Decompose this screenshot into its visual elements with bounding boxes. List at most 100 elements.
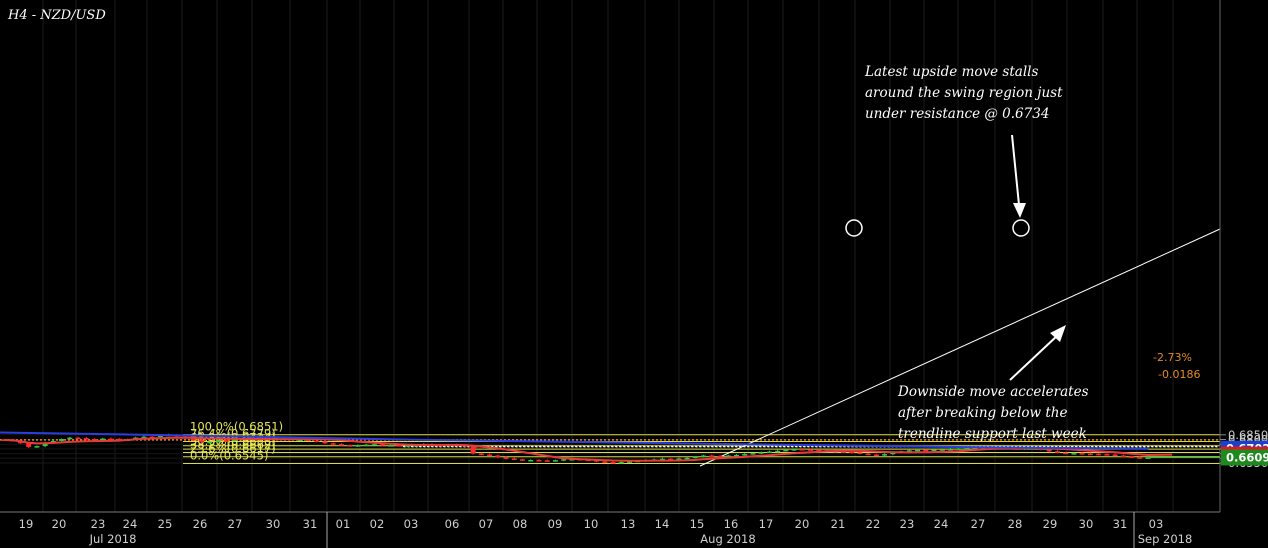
candle-body: [758, 452, 764, 454]
x-tick-label: 07: [479, 517, 494, 531]
candle-body: [347, 445, 353, 447]
candle-body: [956, 448, 962, 450]
candle-body: [363, 444, 369, 447]
candle-body: [1063, 452, 1069, 455]
candle-body: [1145, 457, 1151, 459]
moving-averages: [0, 431, 1173, 462]
x-tick-label: 06: [445, 517, 460, 531]
fib-label: 0.0%(0.6545): [190, 448, 268, 462]
candle-body: [190, 438, 196, 441]
x-tick-label: 22: [866, 517, 881, 531]
candle-body: [100, 438, 106, 441]
x-tick-label: 24: [123, 517, 138, 531]
candle-body: [594, 460, 600, 462]
candle-body: [849, 451, 855, 454]
candle-body: [544, 460, 550, 462]
candle-body: [511, 458, 517, 460]
annotation-resistance: Latest upside move stalls around the swi…: [865, 64, 1063, 122]
x-tick-label: 16: [724, 517, 739, 531]
candle-body: [939, 449, 945, 451]
candle-body: [816, 449, 822, 452]
price-badge-label: 0.6609: [1226, 450, 1268, 464]
candle-body: [59, 439, 65, 441]
candle-body: [552, 460, 558, 462]
x-tick-label: 01: [336, 517, 351, 531]
candle-body: [701, 455, 707, 457]
candle-body: [520, 459, 526, 461]
candle-body: [1079, 453, 1085, 455]
candle-body: [791, 449, 797, 451]
candle-body: [1096, 453, 1102, 456]
y-axis: 0.65500.66000.66500.67000.67500.68000.68…: [1150, 0, 1268, 512]
candle-body: [742, 454, 748, 456]
candle-body: [396, 445, 402, 447]
arrow-down-head: [1013, 203, 1026, 218]
candle-body: [42, 442, 48, 447]
candle-body: [873, 454, 879, 457]
candle-body: [1112, 454, 1118, 457]
blue-moving-average: [0, 431, 1149, 450]
candle-body: [783, 449, 789, 452]
candle-body: [231, 439, 237, 441]
candle-body: [141, 436, 147, 439]
month-label: Aug 2018: [700, 532, 755, 546]
candle-body: [503, 457, 509, 459]
candle-body: [50, 440, 56, 443]
candle-body: [1120, 455, 1126, 457]
change-percent-label: -2.73%: [1153, 351, 1192, 364]
candle-body: [906, 450, 912, 452]
fib-label: 23.6%(0.6617): [190, 442, 276, 456]
candle-body: [215, 440, 221, 442]
candle-body: [149, 436, 155, 439]
candle-body: [931, 449, 937, 452]
candle-body: [306, 439, 312, 441]
candle-body: [157, 435, 163, 438]
candle-body: [676, 458, 682, 460]
candle-body: [487, 454, 493, 457]
candle-body: [915, 449, 921, 452]
candle-body: [808, 449, 814, 451]
candle-body: [882, 454, 888, 456]
x-tick-label: 23: [91, 517, 106, 531]
candle-body: [380, 444, 386, 446]
candle-body: [684, 457, 690, 460]
candle-body: [1087, 453, 1093, 456]
candle-body: [1104, 454, 1110, 456]
candle-body: [1046, 449, 1052, 452]
chart-title: H4 - NZD/USD: [8, 8, 106, 23]
swing-circle-2: [1012, 219, 1030, 237]
x-axis: 19 20 23 24 25 26 27 30 31 01 02 03 06 07 08 09 10 13 14 15…: [0, 511, 1220, 548]
annotation-trendline-break: Downside move accelerates after breaking…: [898, 384, 1089, 442]
x-tick-label: 27: [971, 517, 986, 531]
candle-body: [857, 452, 863, 454]
candle-body: [799, 449, 805, 451]
candle-body: [750, 453, 756, 455]
x-tick-label: 28: [1008, 517, 1023, 531]
candle-body: [610, 462, 616, 464]
price-badge: [1221, 449, 1268, 466]
resistance-zone: [402, 445, 1219, 448]
fib-label: 100.0%(0.6851): [190, 420, 283, 434]
change-points-label: -0.0186: [1158, 368, 1200, 381]
swing-circle-1: [845, 219, 863, 237]
candle-body: [199, 440, 205, 443]
candle-body: [709, 455, 715, 457]
x-tick-label: 09: [548, 517, 563, 531]
markers: -2.73% -0.0186: [845, 134, 1200, 381]
x-tick-label: 17: [759, 517, 774, 531]
candle-body: [330, 443, 336, 445]
candle-body: [536, 459, 542, 462]
candle-body: [92, 439, 98, 441]
x-tick-label: 26: [193, 517, 208, 531]
candle-body: [725, 455, 731, 457]
candle-body: [865, 453, 871, 456]
candle-body: [659, 458, 665, 461]
candle-body: [67, 437, 73, 440]
candle-body: [371, 444, 377, 446]
candle-body: [34, 446, 40, 448]
x-tick-label: 14: [655, 517, 670, 531]
candle-body: [116, 438, 122, 441]
x-tick-label: 23: [900, 517, 915, 531]
month-label: Jul 2018: [89, 532, 137, 546]
